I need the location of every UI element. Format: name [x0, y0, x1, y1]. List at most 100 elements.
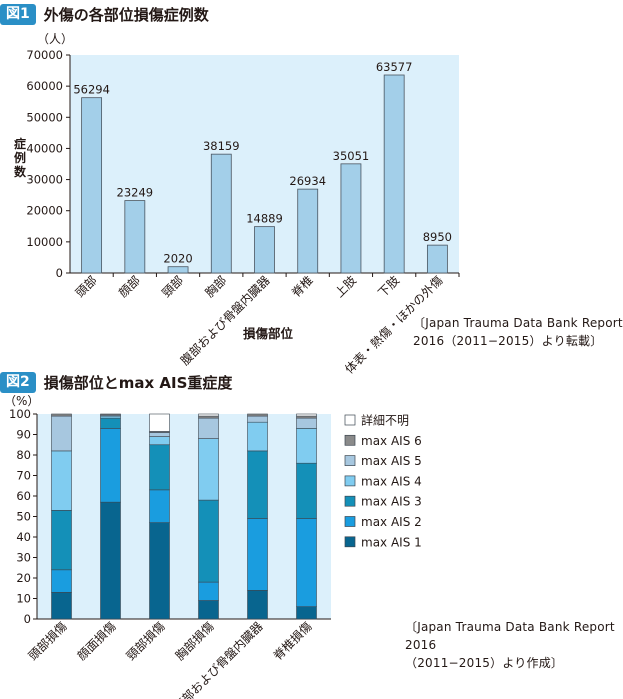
x-tick-label: 顔面損傷: [74, 619, 119, 664]
bar: [340, 163, 362, 274]
x-tick-label: 脊椎損傷: [270, 619, 315, 664]
figure1-header: 図1 外傷の各部位損傷症例数: [0, 4, 209, 25]
bar-segment: [51, 569, 72, 593]
figure2-source-line: 〔Japan Trauma Data Bank Report 2016: [405, 620, 615, 652]
x-tick-label: 頭部損傷: [25, 619, 70, 664]
figure1-badge: 図1: [0, 4, 36, 25]
y-tick-label: 10: [16, 592, 31, 606]
bar-segment: [51, 413, 72, 417]
legend-label: max AIS 2: [361, 515, 422, 529]
figure2-source: 〔Japan Trauma Data Bank Report 2016 （201…: [405, 618, 623, 672]
bar: [383, 74, 405, 274]
bar: [426, 244, 448, 274]
bar-segment: [198, 600, 219, 620]
bar-segment: [198, 499, 219, 583]
legend-label: max AIS 5: [361, 454, 422, 468]
y-tick-label: 90: [16, 428, 31, 442]
bar-segment: [149, 432, 170, 437]
bar-segment: [296, 606, 317, 620]
y-tick-label: 70000: [26, 48, 63, 62]
bar-segment: [100, 501, 121, 620]
legend-swatch: [344, 495, 356, 507]
figure1-title: 外傷の各部位損傷症例数: [43, 6, 209, 24]
bar-segment: [100, 428, 121, 503]
bar-segment: [51, 450, 72, 511]
legend-swatch: [344, 536, 356, 548]
y-tick-label: 0: [56, 266, 63, 280]
y-tick-label: 30000: [26, 173, 63, 187]
bar-segment: [296, 518, 317, 607]
legend-label: 詳細不明: [361, 413, 409, 428]
figure1-source-line: 〔Japan Trauma Data Bank Report: [413, 316, 623, 330]
y-tick-label: 50000: [26, 110, 63, 124]
y-tick-label: 60: [16, 489, 31, 503]
bar-segment: [51, 592, 72, 620]
bar-segment: [296, 413, 317, 417]
bar-segment: [149, 444, 170, 491]
bar-segment: [51, 510, 72, 571]
legend-swatch: [344, 434, 356, 446]
bar-value-label: 2020: [163, 252, 192, 266]
figure2-header: 図2 損傷部位とmax AIS重症度: [0, 372, 232, 393]
bar-value-label: 35051: [333, 149, 370, 163]
bar-segment: [247, 589, 268, 620]
bar: [210, 153, 232, 274]
bar-segment: [198, 415, 219, 419]
bar-segment: [198, 413, 219, 417]
bar-segment: [296, 415, 317, 419]
legend-swatch: [344, 455, 356, 466]
figure2-badge: 図2: [0, 372, 36, 393]
y-tick-label: 40000: [26, 141, 63, 155]
y-tick-label: 20: [16, 571, 31, 585]
bar-segment: [247, 415, 268, 423]
y-unit: （%）: [4, 394, 39, 408]
y-tick-label: 20000: [26, 204, 63, 218]
bar: [124, 200, 146, 274]
bar-segment: [100, 413, 121, 416]
bar-segment: [149, 489, 170, 523]
figure2-title: 損傷部位とmax AIS重症度: [43, 374, 233, 392]
figure2-source-line: （2011−2015）より作成〕: [405, 656, 564, 670]
figure1-source-line: 2016（2011−2015）より転載〕: [413, 334, 603, 348]
bar-value-label: 38159: [203, 139, 240, 153]
bar-value-label: 23249: [117, 186, 154, 200]
bar-value-label: 63577: [376, 60, 413, 74]
y-tick-label: 70: [16, 469, 31, 483]
y-tick-label: 80: [16, 448, 31, 462]
y-tick-label: 40: [16, 530, 31, 544]
bar-segment: [296, 428, 317, 464]
bar-value-label: 14889: [246, 212, 283, 226]
legend-label: max AIS 1: [361, 535, 422, 549]
bar: [81, 97, 103, 274]
bar-segment: [198, 438, 219, 501]
bar-value-label: 56294: [73, 83, 110, 97]
legend-label: max AIS 6: [361, 434, 422, 448]
bar-segment: [149, 436, 170, 446]
y-tick-label: 60000: [26, 79, 63, 93]
bar: [167, 266, 189, 274]
figure1-chart: 0 10000 20000 30000 40000 50000 60000 70000 （人） 症…: [14, 32, 460, 376]
legend-swatch: [344, 475, 356, 487]
legend-swatch: [344, 414, 356, 426]
x-tick-label: 頸部損傷: [123, 619, 168, 664]
bar: [297, 188, 319, 274]
bar-segment: [100, 417, 121, 429]
bar: [254, 226, 275, 274]
bar-segment: [296, 417, 317, 429]
y-tick-label: 0: [24, 612, 31, 626]
figure1-source: 〔Japan Trauma Data Bank Report 2016（2011…: [413, 314, 623, 350]
y-tick-label: 30: [16, 551, 31, 565]
x-tick-label: 胸部損傷: [172, 619, 217, 664]
legend-label: max AIS 3: [361, 495, 422, 509]
bar-segment: [247, 518, 268, 591]
legend-swatch: [344, 516, 356, 527]
y-tick-label: 50: [16, 510, 31, 524]
y-tick-label: 100: [9, 407, 31, 421]
bar-segment: [296, 462, 317, 519]
y-unit: （人）: [37, 32, 73, 46]
bar-segment: [198, 417, 219, 439]
bar-value-label: 8950: [423, 230, 452, 244]
legend-label: max AIS 4: [361, 474, 422, 488]
bar-segment: [51, 415, 72, 452]
